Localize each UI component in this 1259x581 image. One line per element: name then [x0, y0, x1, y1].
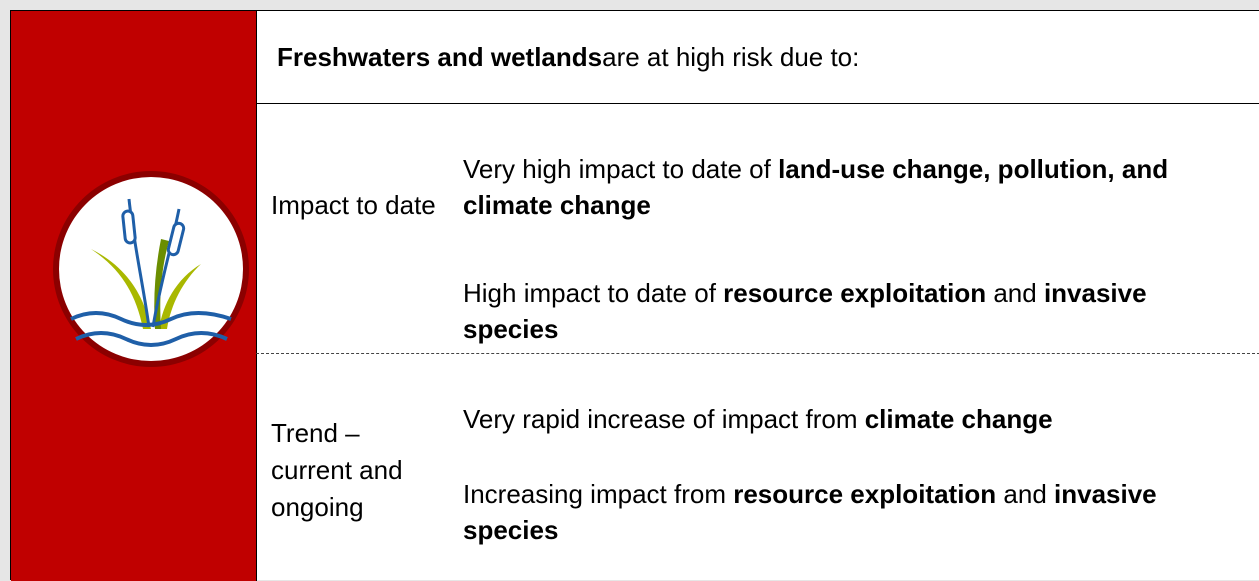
text: are at high risk due to: [602, 42, 860, 72]
impact-item: Increasing impact from resource exploita… [463, 476, 1203, 548]
impact-item: Very high impact to date of land-use cha… [463, 151, 1203, 223]
bold-text: resource exploitation [723, 278, 987, 308]
header-rule [256, 103, 1259, 104]
header: Freshwaters and wetlands are at high ris… [277, 11, 1257, 104]
side-panel [11, 11, 257, 581]
text: and [996, 479, 1055, 509]
wave [75, 331, 228, 347]
info-box: Freshwaters and wetlands are at high ris… [10, 10, 1259, 581]
leaf [159, 264, 201, 329]
row-label: Trend – current and ongoing [271, 418, 403, 522]
row-label: Impact to date [271, 190, 436, 220]
cattail [121, 209, 137, 245]
bold-text: invasive species [463, 479, 1157, 545]
impact-item: High impact to date of resource exploita… [463, 275, 1203, 347]
bold-text: climate change [864, 404, 1053, 434]
impact-item: Very rapid increase of impact from clima… [463, 401, 1203, 437]
text: and [986, 278, 1044, 308]
wave [70, 311, 232, 327]
cattail [166, 221, 186, 257]
bold-text: resource exploitation [733, 479, 997, 509]
row-divider [256, 353, 1259, 354]
text: Very rapid increase of impact from [463, 404, 865, 434]
wetland-icon [53, 171, 249, 367]
bold-text: invasive species [463, 278, 1147, 344]
bold-text: Freshwaters and wetlands [277, 42, 603, 72]
text: Increasing impact from [463, 479, 734, 509]
text: High impact to date of [463, 278, 724, 308]
bold-text: land-use change, pollution, and climate … [463, 154, 1169, 220]
leaf [91, 249, 151, 329]
text: Very high impact to date of [463, 154, 779, 184]
